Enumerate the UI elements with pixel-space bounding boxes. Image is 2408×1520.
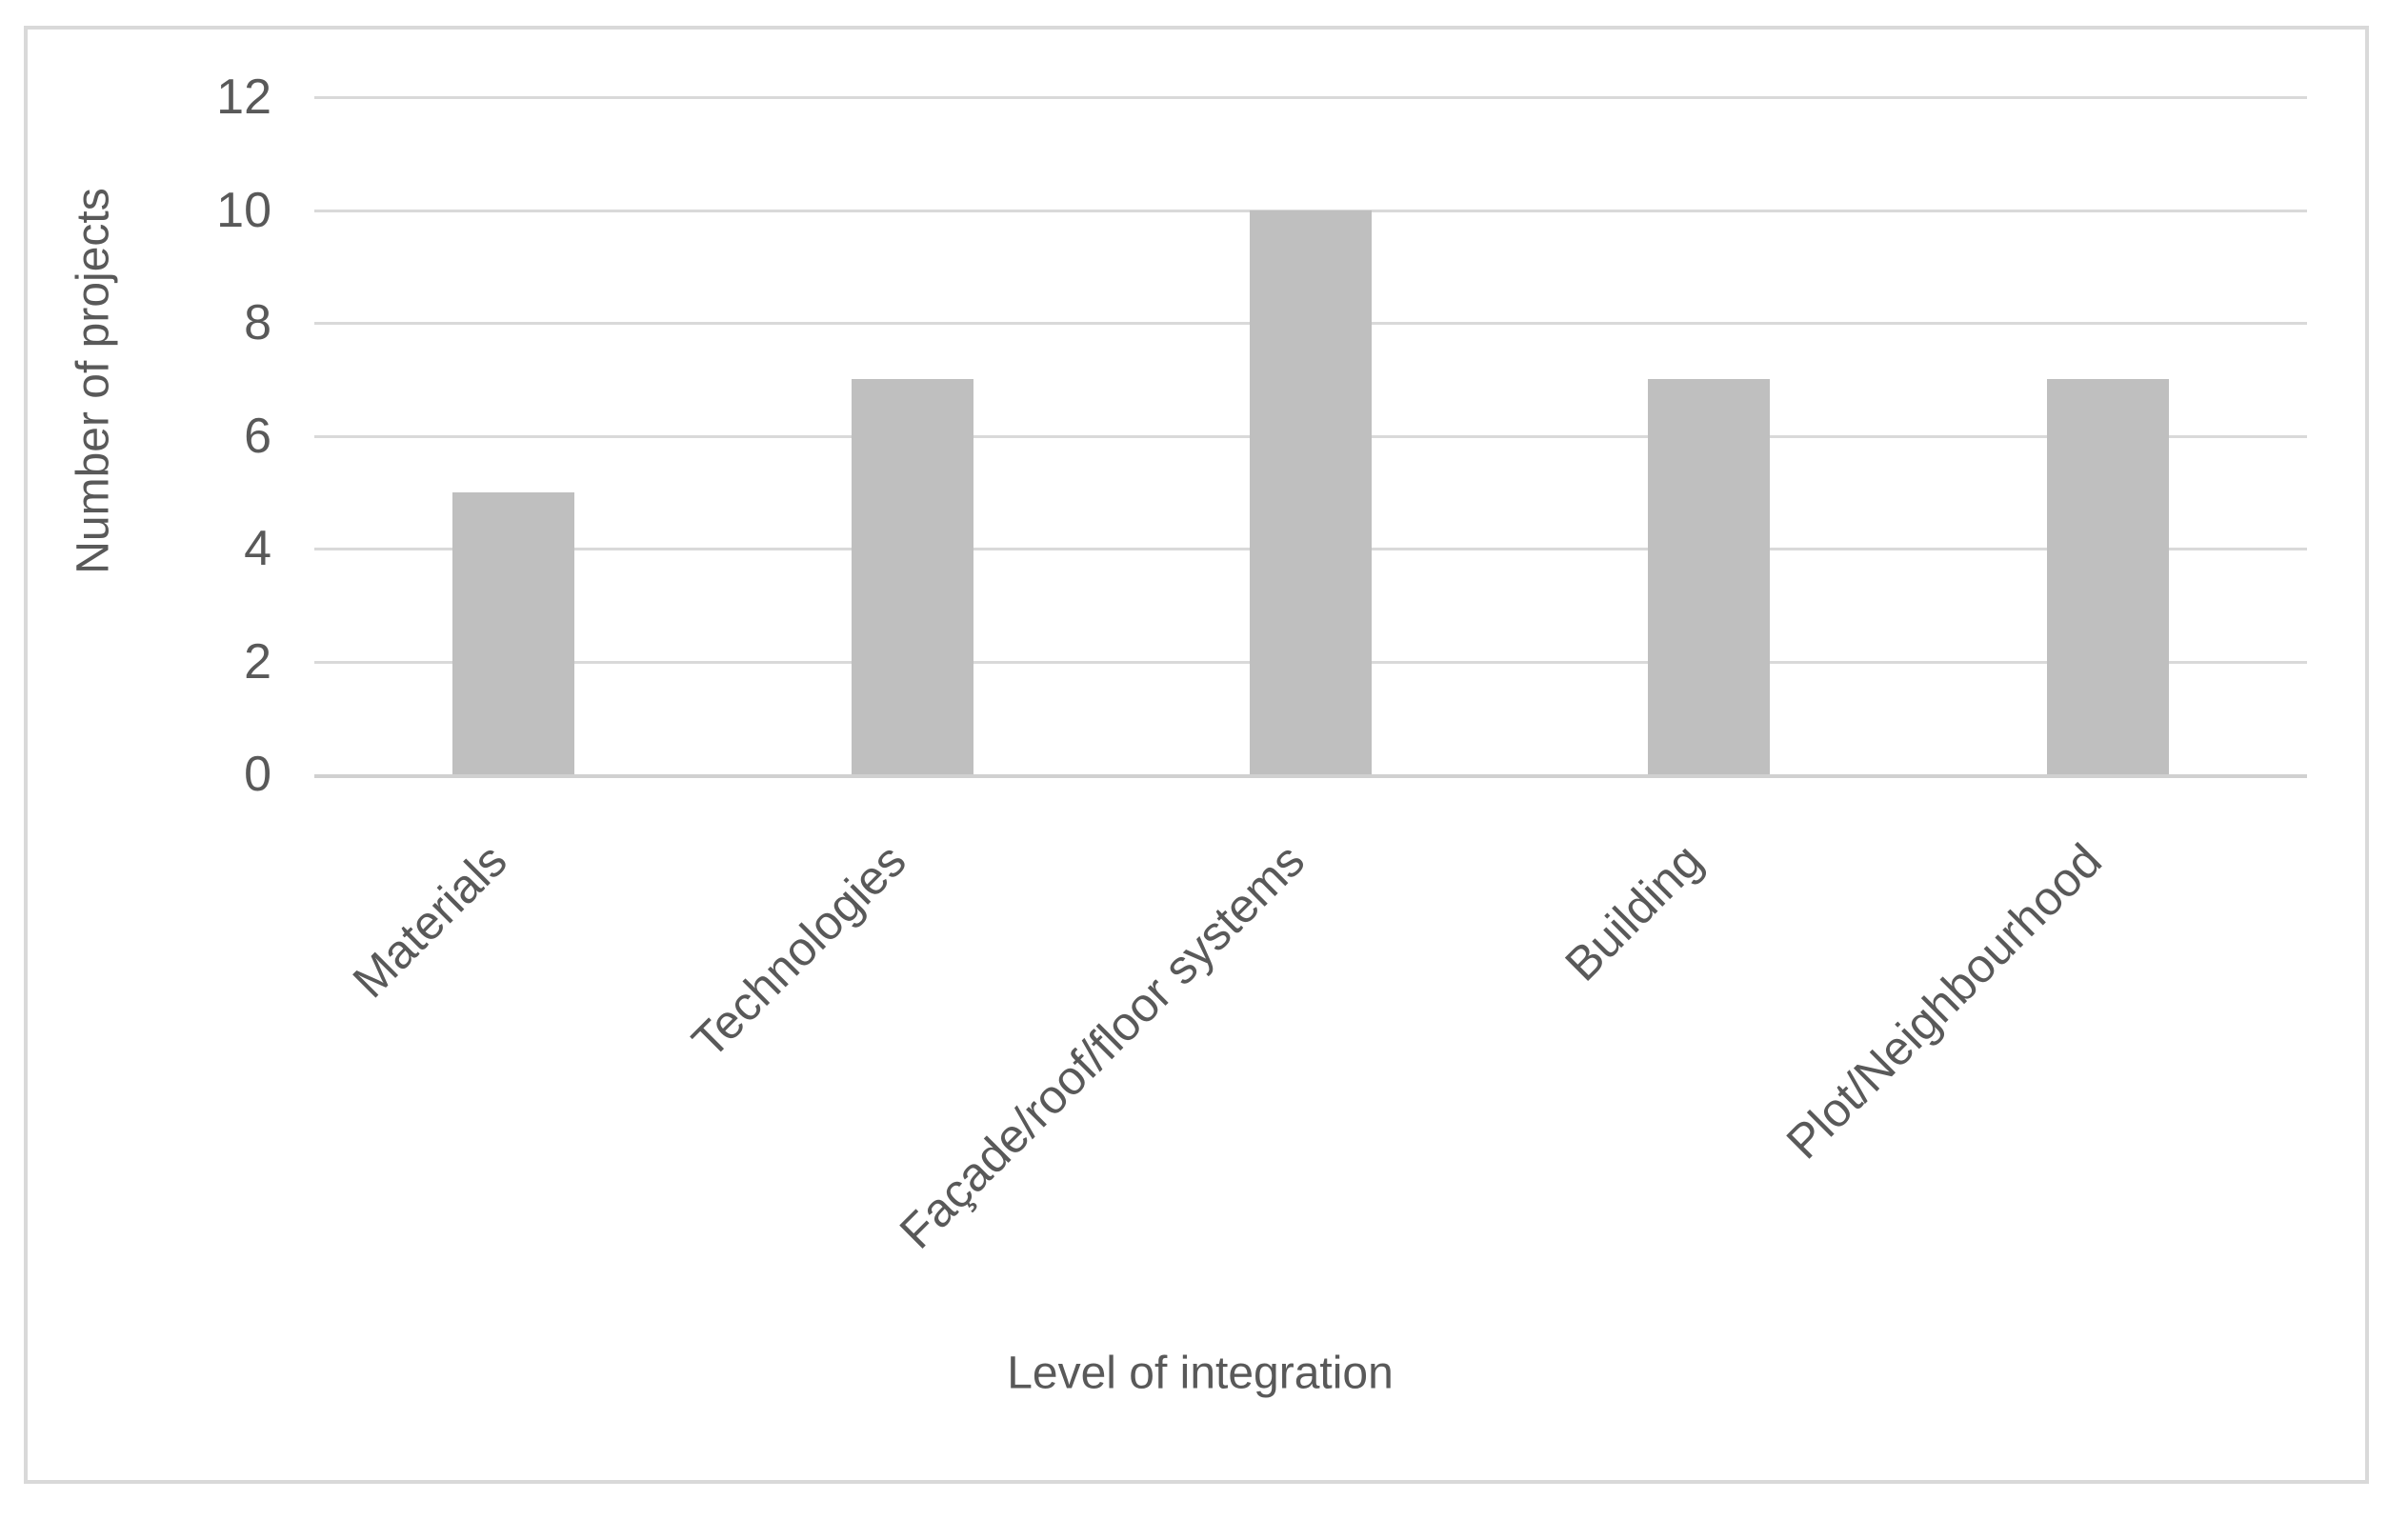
chart-border bbox=[24, 26, 2369, 1484]
y-tick-label-6: 6 bbox=[244, 408, 271, 464]
y-tick-label-8: 8 bbox=[244, 295, 271, 350]
x-axis-title: Level of integration bbox=[1007, 1348, 1394, 1399]
y-tick-label-2: 2 bbox=[244, 633, 271, 690]
y-tick-label-12: 12 bbox=[216, 70, 271, 125]
y-tick-label-4: 4 bbox=[244, 521, 271, 576]
bar-technologies bbox=[851, 379, 973, 774]
bar-materials bbox=[452, 491, 575, 774]
bar-plot-neighbourhood bbox=[2046, 379, 2169, 774]
x-axis-line bbox=[314, 774, 2307, 778]
bar-building bbox=[1648, 379, 1771, 774]
gridline-y-12 bbox=[314, 96, 2307, 99]
bar-fa-ade-roof-floor-systems bbox=[1250, 210, 1372, 774]
y-tick-label-0: 0 bbox=[244, 747, 271, 802]
y-axis-title: Number of projects bbox=[68, 188, 119, 574]
y-tick-label-10: 10 bbox=[216, 182, 271, 238]
